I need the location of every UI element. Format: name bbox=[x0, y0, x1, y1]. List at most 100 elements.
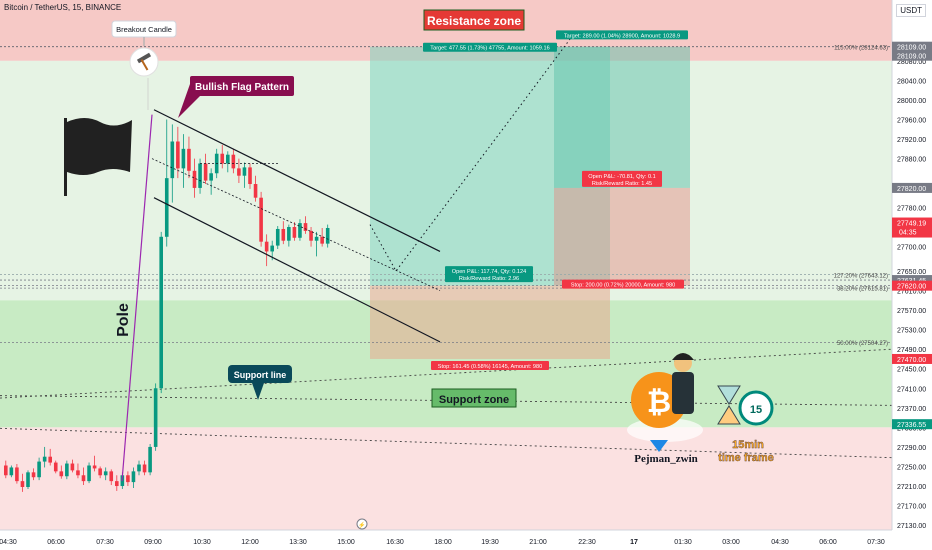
pole-line bbox=[121, 114, 153, 482]
support-line-label-bg bbox=[228, 365, 292, 383]
price-label-box bbox=[892, 182, 932, 193]
candle-body bbox=[237, 168, 241, 176]
price-label-countdown: 04:35 bbox=[899, 230, 917, 237]
support-label-bg bbox=[431, 388, 517, 408]
fib-label: 115.00% (28124.63) bbox=[834, 46, 888, 52]
candle-body bbox=[98, 468, 102, 476]
candle-body bbox=[103, 471, 108, 476]
candle-body bbox=[242, 167, 247, 176]
candle-body bbox=[4, 465, 8, 476]
y-tick-label: 27880.00 bbox=[897, 157, 926, 164]
price-label-box bbox=[892, 50, 932, 61]
candle-body bbox=[270, 245, 274, 252]
price-label-box bbox=[892, 275, 932, 286]
x-tick-label: 19:30 bbox=[481, 539, 499, 546]
price-label-value: 27749.19 bbox=[897, 221, 926, 228]
flag-icon bbox=[67, 118, 132, 175]
price-label-value: 27820.00 bbox=[897, 186, 926, 193]
candle-body bbox=[15, 467, 19, 482]
flag-lower-line bbox=[153, 197, 441, 343]
fib-label: 50.00% (27504.27) bbox=[837, 341, 888, 347]
price-label-value: 28109.00 bbox=[897, 45, 926, 52]
candle-body bbox=[153, 388, 158, 447]
candle-body bbox=[37, 461, 41, 478]
clock-number: 15 bbox=[750, 404, 762, 416]
y-axis-background bbox=[892, 0, 932, 530]
y-tick-label: 27920.00 bbox=[897, 137, 926, 144]
hammer-icon bbox=[136, 52, 152, 64]
support-line-rising bbox=[0, 348, 893, 399]
candle-body bbox=[226, 154, 230, 164]
support-line-label: Support line bbox=[234, 370, 287, 380]
author-figure-body bbox=[672, 372, 694, 414]
bitcoin-symbol: ₿ bbox=[647, 386, 671, 419]
candle-body bbox=[220, 153, 225, 164]
candle-body bbox=[248, 167, 252, 185]
y-tick-label: 27290.00 bbox=[897, 445, 926, 452]
candle-body bbox=[192, 170, 197, 188]
candle-body bbox=[92, 465, 97, 469]
candle-body bbox=[231, 154, 236, 169]
candle-body bbox=[59, 471, 64, 477]
y-tick-label: 27780.00 bbox=[897, 205, 926, 212]
support-line-falling bbox=[0, 427, 893, 459]
x-tick-label: 04:30 bbox=[0, 539, 17, 546]
flag-pattern-label: Bullish Flag Pattern bbox=[195, 82, 289, 93]
position1-stop-label-bg bbox=[431, 360, 549, 370]
price-label-value: 27620.00 bbox=[897, 284, 926, 291]
y-tick-label: 27650.00 bbox=[897, 269, 926, 276]
currency-label[interactable]: USDT bbox=[896, 4, 926, 17]
candle-body bbox=[65, 463, 69, 477]
author-name: Pejman_zwin bbox=[634, 453, 698, 465]
y-tick-label: 27170.00 bbox=[897, 504, 926, 511]
lower-red-band bbox=[0, 427, 892, 530]
y-tick-label: 27410.00 bbox=[897, 386, 926, 393]
x-axis-background bbox=[0, 530, 932, 550]
candle-body bbox=[264, 241, 269, 252]
candle-body bbox=[42, 456, 47, 462]
x-tick-label: 21:00 bbox=[529, 539, 547, 546]
y-tick-label: 27960.00 bbox=[897, 118, 926, 125]
position1-rr: Risk/Reward Ratio: 2.96 bbox=[459, 276, 519, 282]
y-tick-label: 27700.00 bbox=[897, 245, 926, 252]
candle-body bbox=[87, 465, 91, 482]
price-label-box bbox=[892, 353, 932, 364]
timeframe-label-top: 15min bbox=[732, 439, 764, 451]
candle-body bbox=[253, 184, 258, 198]
position1-stop-box bbox=[370, 285, 610, 359]
x-tick-label: 06:00 bbox=[47, 539, 65, 546]
y-tick-label: 27130.00 bbox=[897, 523, 926, 530]
x-tick-label: 15:00 bbox=[337, 539, 355, 546]
x-tick-label: 18:00 bbox=[434, 539, 452, 546]
candle-body bbox=[187, 148, 191, 171]
x-tick-label: 13:30 bbox=[289, 539, 307, 546]
x-tick-label: 17 bbox=[630, 539, 638, 546]
candle-body bbox=[320, 236, 324, 244]
price-label-box bbox=[892, 419, 932, 430]
position1-target-label-bg bbox=[423, 42, 557, 52]
y-tick-label: 28080.00 bbox=[897, 59, 926, 66]
timeframe-label-bottom: time frame bbox=[718, 452, 774, 464]
candle-body bbox=[115, 481, 119, 487]
candle-body bbox=[292, 227, 297, 238]
replay-icon-glyph: ⚡ bbox=[358, 521, 365, 529]
candle-body bbox=[48, 456, 52, 463]
position2-stop-label-bg bbox=[562, 279, 684, 289]
flag-mid-line bbox=[151, 158, 441, 291]
hammer-handle bbox=[140, 59, 149, 71]
flag-pattern-label-bg bbox=[190, 76, 294, 96]
price-label-box bbox=[892, 280, 932, 291]
position1-open-pnl: Open P&L: 117.74, Qty: 0.124 bbox=[452, 269, 527, 275]
flag-upper-line bbox=[153, 109, 441, 252]
resistance-label: Resistance zone bbox=[427, 14, 521, 28]
y-tick-label: 27370.00 bbox=[897, 406, 926, 413]
position2-target-label: Target: 289.00 (1.04%) 28900, Amount: 10… bbox=[564, 33, 680, 39]
candle-body bbox=[209, 173, 213, 181]
x-tick-label: 10:30 bbox=[193, 539, 211, 546]
candle-body bbox=[281, 228, 286, 241]
candle-body bbox=[203, 163, 208, 181]
breakout-label: Breakout Candle bbox=[116, 25, 172, 34]
candle-body bbox=[314, 236, 319, 241]
